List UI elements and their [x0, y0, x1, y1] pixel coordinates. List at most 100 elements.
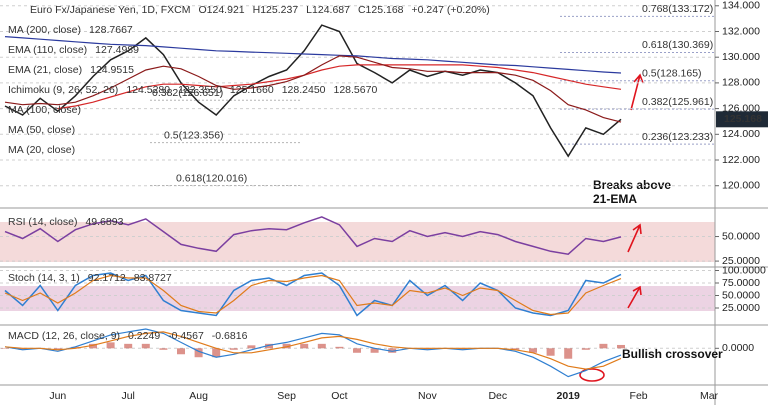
x-tick-label: Jul [121, 390, 134, 402]
legend-text: MA (50, close) [8, 124, 75, 136]
y-tick-label: 132.000 [722, 25, 760, 37]
series-line [4, 55, 622, 123]
histogram-bar [529, 348, 537, 353]
histogram-bar [265, 343, 273, 349]
price-label: 125.168 [724, 113, 762, 125]
histogram-bar [212, 348, 221, 358]
histogram-bar [124, 343, 133, 349]
legend-text: -0.6816 [212, 330, 248, 342]
x-tick-label: 2019 [557, 390, 581, 402]
histogram-bar [106, 342, 115, 349]
legend-text: L124.687 [306, 4, 350, 16]
legend-text: EMA (110, close) [8, 44, 87, 56]
fib-label: 0.768(133.172) [642, 3, 713, 15]
y-tick-label: 100.0000 [722, 264, 766, 276]
stoch-band [0, 286, 715, 311]
y-tick-label: 128.000 [722, 77, 760, 89]
x-tick-label: Nov [418, 390, 437, 402]
y-tick-label: 120.000 [722, 180, 760, 192]
histogram-bar [511, 348, 520, 350]
histogram-bar [177, 348, 185, 355]
legend-text: H125.237 [253, 4, 299, 16]
x-tick-label: Oct [331, 390, 347, 402]
crossover-circle [579, 368, 605, 382]
histogram-bar [89, 343, 97, 349]
series-line [4, 36, 622, 74]
x-tick-label: Dec [488, 390, 507, 402]
histogram-bar [300, 343, 309, 349]
y-tick-label: 0.0000 [722, 342, 754, 354]
legend-text: C125.168 [358, 4, 404, 16]
annotation: Breaks above [593, 178, 671, 192]
legend-text: Ichimoku (9, 26, 52, 26) [8, 84, 118, 96]
annotation: 21-EMA [593, 192, 637, 206]
histogram-bar [617, 344, 625, 349]
histogram-bar [458, 348, 467, 350]
legend-text: O124.921 [199, 4, 245, 16]
x-tick-label: Aug [189, 390, 208, 402]
legend-text: Euro Fx/Japanese Yen, 1D, FXCM [30, 4, 191, 16]
series-line [57, 64, 622, 110]
series-line [4, 274, 622, 316]
y-tick-label: 25.0000 [722, 302, 760, 314]
y-tick-label: 134.000 [722, 0, 760, 12]
legend-text: 124.9515 [90, 64, 134, 76]
histogram-bar [317, 343, 326, 349]
histogram-bar [581, 348, 590, 350]
histogram-bar [423, 348, 432, 350]
legend-text: 128.7667 [89, 24, 133, 36]
legend-text: +0.247 (+0.20%) [412, 4, 490, 16]
histogram-bar [159, 348, 168, 350]
legend-text: 123.3550 [178, 84, 222, 96]
fib-label: 0.5(128.165) [642, 68, 702, 80]
histogram-bar [71, 346, 80, 349]
legend-text: MA (100, close) [8, 104, 81, 116]
histogram-bar [18, 348, 27, 350]
series-line [4, 272, 622, 317]
histogram-bar [546, 348, 555, 356]
fib-label: 0.618(130.369) [642, 39, 713, 51]
fib-label: 0.382(125.961) [642, 96, 713, 108]
histogram-bar [141, 343, 150, 349]
x-tick-label: Mar [700, 390, 719, 402]
arrow [627, 223, 642, 253]
histogram-bar [247, 345, 256, 349]
legend-text: 0.2249 [128, 330, 160, 342]
legend-text: 125.1660 [230, 84, 274, 96]
rsi-band [0, 222, 715, 262]
legend-text: -0.4567 [168, 330, 204, 342]
fib-label: 0.618(120.016) [176, 172, 247, 184]
legend-text: RSI (14, close) [8, 216, 77, 228]
legend-text: MA (200, close) [8, 24, 81, 36]
x-tick-label: Sep [277, 390, 296, 402]
series-line [4, 216, 622, 255]
price-box [716, 111, 768, 128]
x-tick-label: Jun [49, 390, 66, 402]
histogram-bar [53, 348, 62, 350]
fib-label: 0.236(123.233) [642, 131, 713, 143]
series-line [4, 331, 622, 370]
series-line [4, 24, 622, 158]
legend-text: EMA (21, close) [8, 64, 82, 76]
y-tick-label: 130.000 [722, 51, 760, 63]
annotation: Bullish crossover [622, 347, 723, 361]
histogram-bar [194, 348, 203, 358]
histogram-bar [388, 348, 397, 353]
legend-text: MACD (12, 26, close, 9) [8, 330, 120, 342]
y-tick-label: 50.0000 [722, 289, 760, 301]
y-tick-label: 122.000 [722, 154, 760, 166]
legend-text: 92.1712 [88, 272, 126, 284]
y-tick-label: 50.0000 [722, 230, 760, 242]
histogram-bar [1, 348, 9, 349]
legend-text: 49.6893 [85, 216, 123, 228]
y-tick-label: 75.0000 [722, 277, 760, 289]
legend-text: 128.5670 [334, 84, 378, 96]
histogram-bar [353, 348, 361, 353]
fib-label: 0.382(126.651) [152, 87, 223, 99]
histogram-bar [282, 343, 291, 349]
histogram-bar [370, 348, 379, 353]
legend-text: 127.4989 [95, 44, 139, 56]
